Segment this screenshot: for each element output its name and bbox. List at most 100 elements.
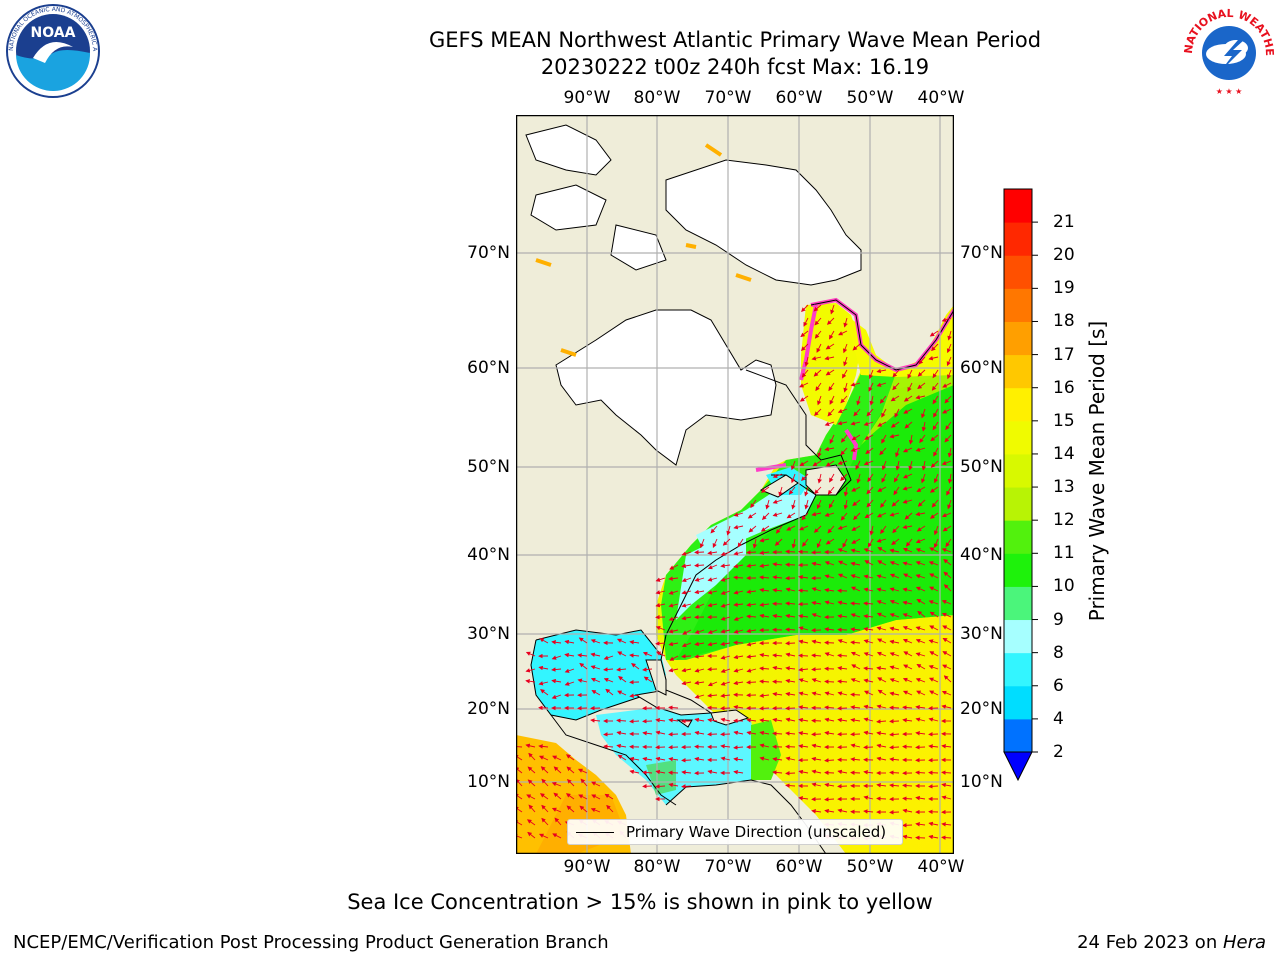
wave-direction-arrow [590, 665, 601, 670]
wave-direction-arrow [655, 602, 666, 608]
wave-direction-arrow [928, 356, 939, 361]
wave-direction-arrow [551, 781, 562, 787]
wave-direction-arrow [929, 512, 939, 519]
wave-direction-arrow [941, 460, 952, 466]
lon-tick-top: 40°W [917, 88, 965, 108]
wave-direction-arrow [902, 638, 913, 644]
wave-direction-arrow [748, 525, 757, 533]
colorbar-band [1004, 520, 1032, 554]
wave-direction-arrow [876, 626, 887, 631]
wave-direction-arrow [880, 499, 887, 508]
wave-direction-arrow [917, 369, 926, 377]
colorbar-band [1004, 354, 1032, 389]
wave-direction-arrow [907, 382, 913, 392]
wave-direction-arrow [916, 599, 926, 605]
wave-direction-arrow [902, 499, 913, 504]
wave-direction-arrow [681, 654, 692, 659]
wave-direction-arrow [802, 538, 809, 547]
wave-direction-arrow [824, 587, 835, 593]
wave-direction-arrow [863, 548, 874, 553]
wave-direction-arrow [733, 575, 744, 580]
wave-direction-arrow [590, 639, 601, 644]
wave-direction-arrow [942, 525, 952, 532]
wave-direction-arrow [843, 356, 848, 367]
lat-tick-left: 40°N [467, 545, 510, 565]
wave-direction-arrow [902, 718, 913, 723]
wave-direction-arrow [876, 704, 887, 709]
wave-direction-arrow [772, 512, 783, 517]
wave-direction-arrow [785, 678, 796, 684]
wave-direction-arrow [681, 784, 692, 789]
wave-direction-arrow [894, 408, 900, 418]
wave-direction-arrow [941, 782, 952, 788]
wave-direction-arrow [930, 434, 939, 442]
wave-direction-arrow [812, 460, 822, 467]
wave-direction-arrow [720, 756, 731, 761]
wave-direction-arrow [852, 499, 861, 507]
wave-direction-arrow [843, 382, 848, 393]
wave-direction-arrow [850, 561, 861, 567]
wave-direction-arrow [876, 665, 887, 671]
wave-direction-arrow [863, 730, 874, 736]
wave-direction-arrow [863, 614, 874, 619]
wave-direction-arrow [851, 538, 861, 544]
svg-text:★ ★ ★: ★ ★ ★ [1216, 87, 1243, 96]
wave-period-map [516, 115, 954, 854]
caribbean-sea [596, 705, 756, 805]
wave-direction-arrow [944, 395, 952, 404]
wave-direction-arrow [694, 744, 705, 749]
wave-direction-arrow [837, 666, 848, 671]
wave-direction-arrow [902, 808, 913, 814]
wave-direction-arrow [850, 743, 861, 748]
wave-direction-arrow [694, 680, 705, 686]
wave-direction-arrow [941, 704, 952, 709]
wave-direction-arrow [850, 613, 861, 618]
wave-direction-arrow [772, 731, 783, 736]
wave-direction-arrow [642, 651, 653, 657]
wave-direction-arrow [759, 706, 770, 711]
wave-direction-arrow [928, 717, 939, 722]
wave-direction-arrow [876, 651, 887, 657]
wave-direction-arrow [915, 822, 926, 827]
wave-direction-arrow [868, 369, 874, 380]
wave-direction-arrow [840, 434, 848, 443]
wave-direction-arrow [811, 667, 822, 672]
colorbar-title: Primary Wave Mean Period [s] [1085, 320, 1109, 622]
wave-direction-arrow [929, 573, 939, 579]
wave-direction-arrow [791, 538, 797, 549]
wave-direction-arrow [681, 590, 692, 595]
wave-direction-arrow [928, 600, 939, 605]
wave-direction-arrow [720, 693, 731, 698]
wave-direction-arrow [824, 446, 835, 452]
wave-direction-arrow [889, 745, 900, 750]
colorbar-outline [1003, 188, 1033, 753]
wave-direction-arrow [933, 538, 939, 549]
wave-direction-arrow [947, 473, 953, 484]
wave-direction-arrow [759, 587, 770, 593]
wave-direction-arrow [750, 499, 757, 509]
colorbar-tick-label: 12 [1053, 510, 1075, 531]
wave-direction-arrow [772, 770, 783, 775]
wave-direction-arrow [902, 600, 913, 606]
wave-direction-arrow [825, 538, 835, 545]
wave-direction-arrow [746, 589, 757, 594]
wave-direction-arrow [928, 834, 939, 840]
wave-direction-arrow [863, 421, 874, 426]
wave-direction-arrow [863, 639, 874, 644]
wave-direction-arrow [945, 538, 952, 548]
wave-direction-arrow [564, 652, 575, 658]
wave-direction-arrow [918, 356, 926, 365]
wave-direction-arrow [892, 382, 900, 391]
wave-direction-arrow [863, 626, 874, 632]
wave-direction-arrow [902, 625, 913, 631]
colorbar-tick-label: 15 [1053, 410, 1075, 431]
wave-direction-arrow [902, 561, 913, 566]
wave-direction-arrow [902, 823, 913, 828]
wave-direction-arrow [798, 730, 809, 736]
wave-direction-arrow [759, 730, 770, 736]
wave-direction-arrow [902, 690, 913, 696]
wave-direction-arrow [877, 638, 887, 644]
wave-direction-arrow [837, 548, 848, 553]
wave-direction-arrow [525, 651, 536, 657]
lat-tick-left: 50°N [467, 457, 510, 477]
